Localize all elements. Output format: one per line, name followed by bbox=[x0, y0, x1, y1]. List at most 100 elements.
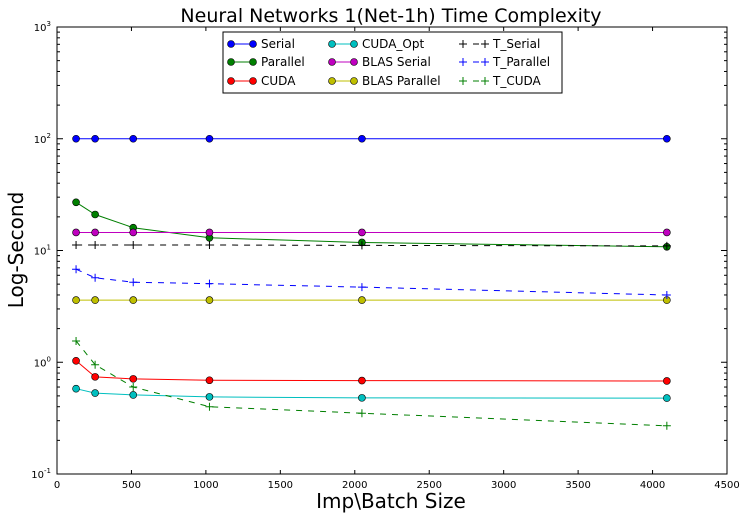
data-point bbox=[205, 296, 214, 304]
x-tick-label: 1000 bbox=[193, 480, 218, 491]
data-point bbox=[205, 376, 214, 385]
legend-marker bbox=[459, 58, 467, 66]
legend-marker bbox=[350, 40, 358, 48]
legend-frame bbox=[222, 31, 563, 94]
data-point bbox=[205, 402, 214, 411]
data-point bbox=[662, 421, 671, 430]
legend-label: T_Parallel bbox=[492, 55, 550, 69]
x-tick-label: 500 bbox=[122, 480, 141, 491]
data-point bbox=[358, 228, 366, 237]
x-tick-label: 4500 bbox=[714, 480, 739, 491]
legend-marker bbox=[249, 40, 257, 48]
legend-label: Serial bbox=[261, 37, 295, 51]
data-point bbox=[129, 296, 138, 304]
y-tick-base: 10 bbox=[34, 247, 47, 258]
data-point bbox=[205, 393, 214, 401]
data-point bbox=[91, 273, 100, 282]
legend-label: T_Serial bbox=[492, 37, 540, 51]
data-point bbox=[358, 394, 366, 402]
data-point bbox=[129, 134, 138, 143]
legend: Serial Parallel CUDA CUDA_Opt BLAS Serial BLA… bbox=[222, 31, 563, 94]
y-tick-exponent: 0 bbox=[47, 355, 51, 363]
data-point bbox=[205, 134, 214, 143]
data-point bbox=[357, 241, 366, 250]
data-point bbox=[129, 383, 138, 392]
data-point bbox=[72, 228, 80, 237]
legend-marker bbox=[249, 77, 257, 85]
chart-title: Neural Networks 1(Net-1h) Time Complexit… bbox=[180, 5, 601, 27]
data-point bbox=[72, 336, 81, 345]
y-tick-exponent: 2 bbox=[47, 132, 51, 140]
data-point bbox=[357, 283, 366, 292]
data-point bbox=[91, 241, 100, 249]
data-point bbox=[129, 391, 138, 399]
data-point bbox=[72, 198, 80, 207]
y-tick-exponent: 1 bbox=[47, 244, 51, 252]
legend-marker bbox=[328, 58, 336, 66]
legend-marker bbox=[350, 58, 358, 66]
legend-marker bbox=[328, 77, 336, 85]
data-point bbox=[663, 134, 671, 143]
data-point bbox=[129, 278, 138, 287]
data-point bbox=[358, 134, 366, 143]
x-axis-label: Imp\Batch Size bbox=[316, 489, 466, 513]
data-point bbox=[91, 373, 99, 381]
data-point bbox=[72, 357, 80, 365]
data-point bbox=[358, 296, 366, 304]
y-tick-exponent: -1 bbox=[44, 467, 51, 475]
y-tick-label: 101 bbox=[34, 244, 51, 258]
data-point bbox=[72, 241, 81, 249]
plot-frame bbox=[56, 26, 728, 475]
x-tick-label: 0 bbox=[54, 480, 60, 491]
y-axis-label: Log-Second bbox=[4, 192, 28, 309]
legend-marker bbox=[227, 77, 235, 85]
legend-marker bbox=[328, 40, 336, 48]
data-point bbox=[129, 241, 138, 249]
data-point bbox=[91, 134, 99, 143]
legend-marker bbox=[350, 77, 358, 85]
data-point bbox=[91, 210, 99, 219]
series-line-t-cuda bbox=[75, 340, 667, 427]
x-axis: 0 500 1000 1500 2000 2500 3000 3500 4000 4500 bbox=[54, 27, 740, 491]
series-line-cuda bbox=[75, 360, 667, 382]
y-tick-base: 10 bbox=[34, 135, 47, 146]
legend-marker bbox=[481, 40, 489, 48]
legend-marker bbox=[459, 40, 467, 48]
data-point bbox=[663, 228, 671, 237]
data-point bbox=[663, 394, 671, 402]
legend-marker bbox=[227, 40, 235, 48]
x-tick-label: 2500 bbox=[416, 480, 441, 491]
data-point bbox=[205, 228, 214, 237]
data-point bbox=[663, 377, 671, 385]
plot-area: 0 500 1000 1500 2000 2500 3000 3500 4000 4500 10-… bbox=[31, 20, 739, 491]
data-point bbox=[357, 409, 366, 418]
legend-label: CUDA_Opt bbox=[362, 37, 424, 51]
y-tick-base: 10 bbox=[34, 358, 47, 369]
series-layer bbox=[72, 134, 671, 430]
data-point bbox=[91, 296, 99, 304]
y-tick-base: 10 bbox=[34, 23, 47, 34]
x-tick-label: 3000 bbox=[491, 480, 516, 491]
data-point bbox=[129, 228, 138, 237]
y-tick-label: 100 bbox=[34, 355, 51, 369]
legend-marker bbox=[249, 58, 257, 66]
data-point bbox=[91, 228, 99, 237]
x-tick-label: 2000 bbox=[342, 480, 367, 491]
data-point bbox=[72, 296, 80, 304]
legend-label: CUDA bbox=[261, 74, 296, 88]
x-tick-label: 4000 bbox=[640, 480, 665, 491]
y-tick-label: 102 bbox=[34, 132, 51, 146]
legend-marker bbox=[459, 77, 467, 85]
data-point bbox=[72, 265, 81, 274]
legend-marker bbox=[481, 58, 489, 66]
legend-label: T_CUDA bbox=[492, 74, 542, 88]
legend-marker bbox=[481, 77, 489, 85]
legend-label: Parallel bbox=[261, 55, 305, 69]
y-tick-exponent: 3 bbox=[47, 20, 51, 28]
data-point bbox=[72, 384, 80, 393]
data-point bbox=[205, 241, 214, 249]
y-tick-base: 10 bbox=[31, 470, 44, 481]
legend-marker bbox=[227, 58, 235, 66]
